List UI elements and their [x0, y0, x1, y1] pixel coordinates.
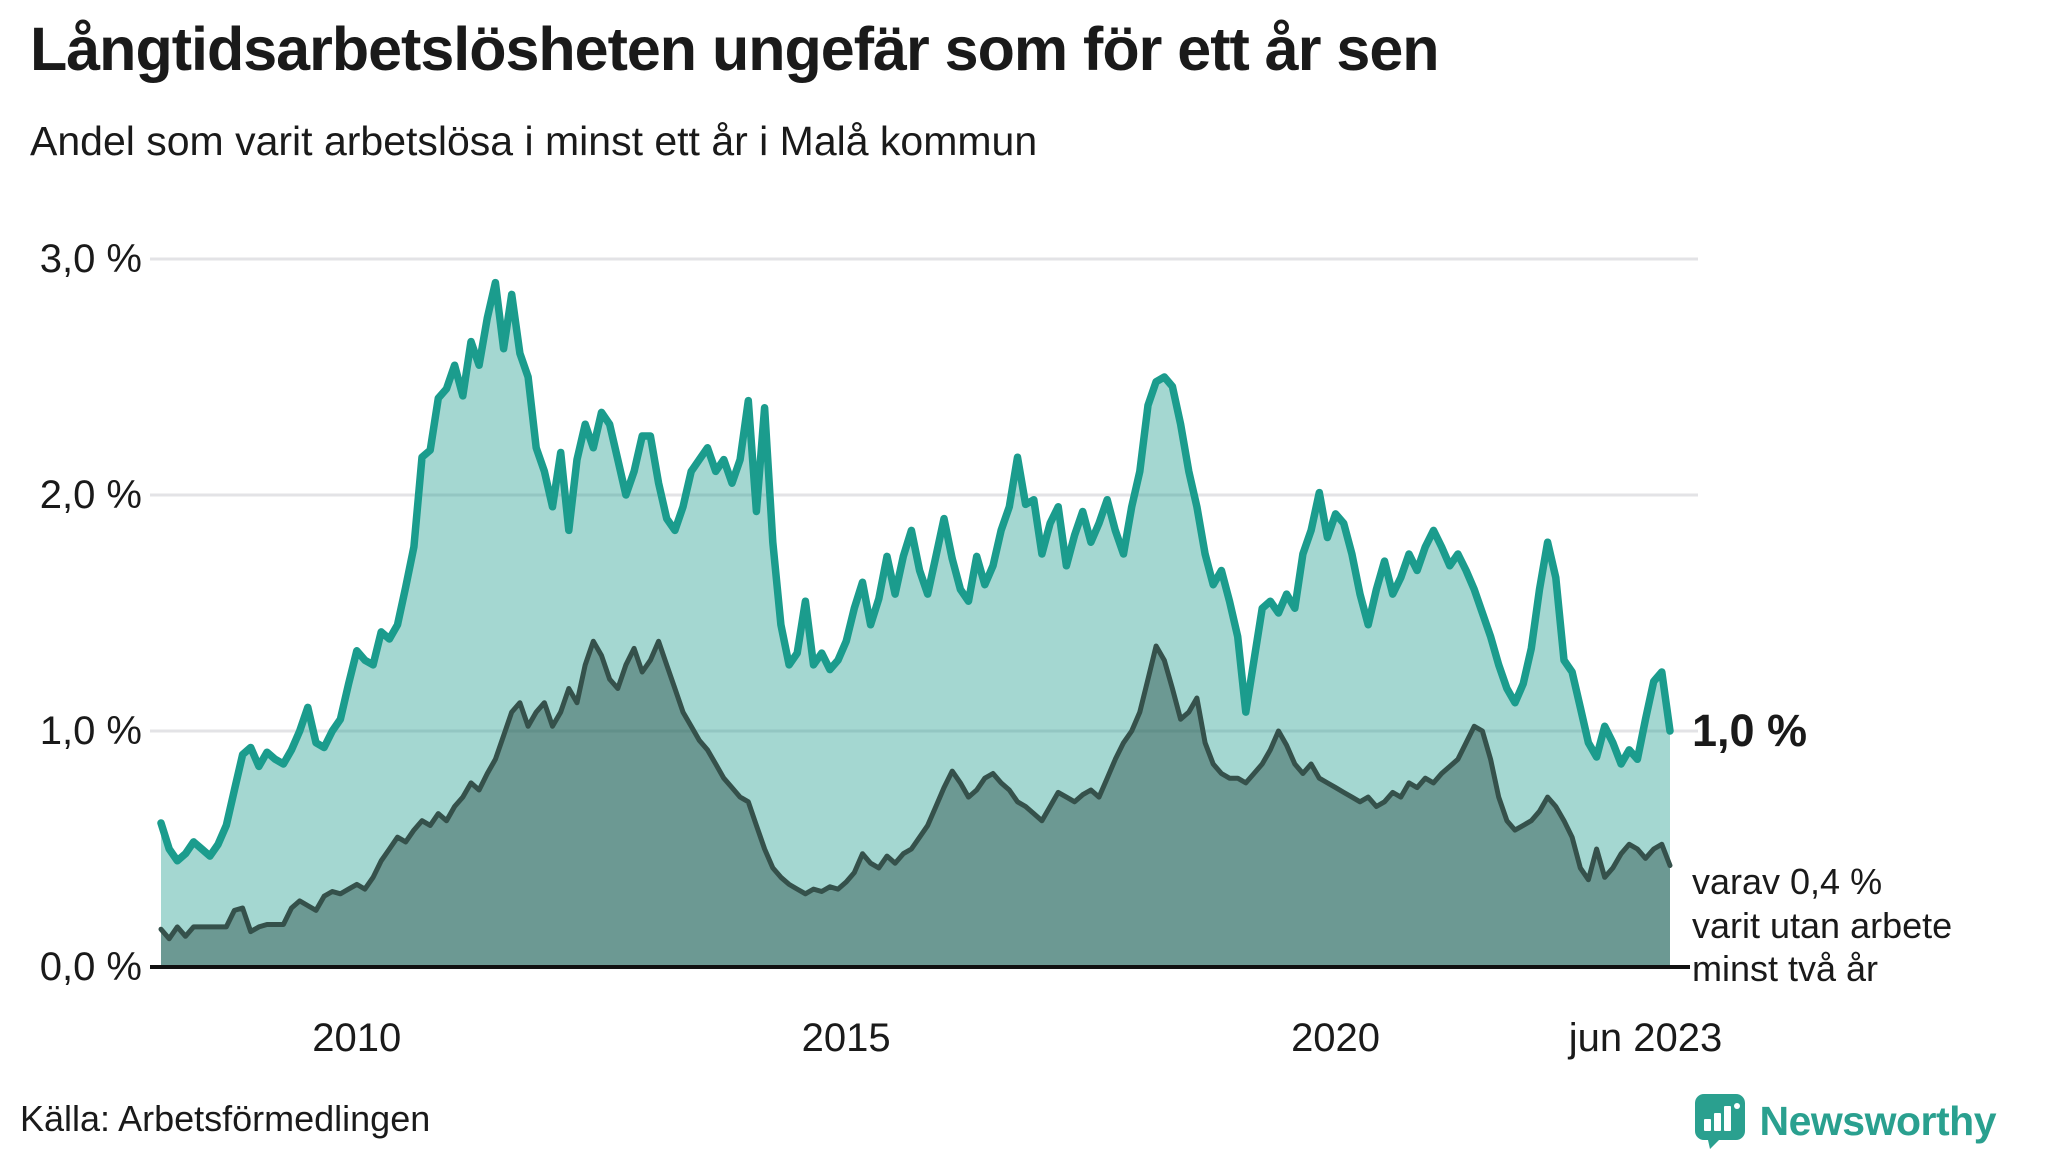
line-unemployed-2yr: [158, 638, 1673, 942]
y-tick-label: 1,0 %: [39, 709, 142, 753]
chart-subtitle: Andel som varit arbetslösa i minst ett å…: [30, 118, 1038, 164]
x-tick-label: 2015: [801, 1016, 891, 1060]
x-tick-label: 2010: [312, 1016, 402, 1060]
y-tick-label: 2,0 %: [39, 473, 142, 517]
area-unemployed-2yr: [161, 641, 1670, 967]
x-tick-label: 2020: [1291, 1016, 1381, 1060]
annotation-line: minst två år: [1692, 948, 1879, 990]
source-credit: Källa: Arbetsförmedlingen: [20, 1098, 431, 1139]
series-annotation: varav 0,4 % varit utan arbete minst två …: [1692, 860, 1952, 991]
annotation-line: varit utan arbete: [1692, 904, 1953, 946]
newsworthy-bubble-chart-icon: [1694, 1094, 1745, 1149]
series-end-value-label: 1,0 %: [1692, 705, 1808, 756]
logo-wordmark: Newsworthy: [1759, 1097, 1997, 1144]
x-tick-label: jun 2023: [1568, 1016, 1723, 1060]
annotation-line: varav 0,4 %: [1692, 861, 1883, 902]
newsworthy-logo: Newsworthy: [1694, 1093, 1997, 1149]
gridlines: [150, 257, 1698, 733]
line-unemployed-1yr: [157, 278, 1674, 865]
y-tick-label: 3,0 %: [39, 237, 142, 281]
page-title: Långtidsarbetslösheten ungefär som för e…: [30, 15, 1440, 83]
y-tick-label: 0,0 %: [39, 945, 142, 989]
